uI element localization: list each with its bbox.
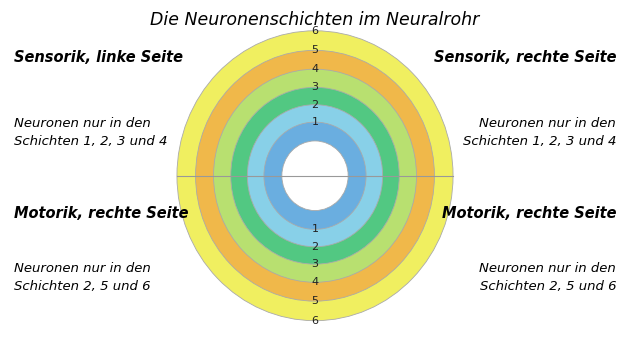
Ellipse shape <box>214 69 416 282</box>
Text: 1: 1 <box>311 224 319 234</box>
Text: Neuronen nur in den
Schichten 1, 2, 3 und 4: Neuronen nur in den Schichten 1, 2, 3 un… <box>463 118 616 148</box>
Text: Neuronen nur in den
Schichten 2, 5 und 6: Neuronen nur in den Schichten 2, 5 und 6 <box>14 262 151 293</box>
Text: Motorik, rechte Seite: Motorik, rechte Seite <box>442 206 616 221</box>
Text: 1: 1 <box>311 117 319 127</box>
Text: 6: 6 <box>311 316 319 326</box>
Ellipse shape <box>264 122 366 229</box>
Text: 2: 2 <box>311 242 319 252</box>
Text: Die Neuronenschichten im Neuralrohr: Die Neuronenschichten im Neuralrohr <box>151 11 479 29</box>
Text: 4: 4 <box>311 64 319 74</box>
Text: 4: 4 <box>311 277 319 287</box>
Text: 5: 5 <box>311 296 319 306</box>
Text: 2: 2 <box>311 100 319 110</box>
Text: 5: 5 <box>311 45 319 55</box>
Text: 3: 3 <box>311 82 319 92</box>
Text: 3: 3 <box>311 259 319 269</box>
Ellipse shape <box>195 50 435 301</box>
Ellipse shape <box>231 87 399 264</box>
Text: Neuronen nur in den
Schichten 1, 2, 3 und 4: Neuronen nur in den Schichten 1, 2, 3 un… <box>14 118 167 148</box>
Ellipse shape <box>248 105 382 247</box>
Ellipse shape <box>282 141 348 211</box>
Text: Sensorik, rechte Seite: Sensorik, rechte Seite <box>433 50 616 65</box>
Text: Motorik, rechte Seite: Motorik, rechte Seite <box>14 206 188 221</box>
Ellipse shape <box>177 31 453 321</box>
Text: Sensorik, linke Seite: Sensorik, linke Seite <box>14 50 183 65</box>
Text: Neuronen nur in den
Schichten 2, 5 und 6: Neuronen nur in den Schichten 2, 5 und 6 <box>479 262 616 293</box>
Text: 6: 6 <box>311 26 319 36</box>
